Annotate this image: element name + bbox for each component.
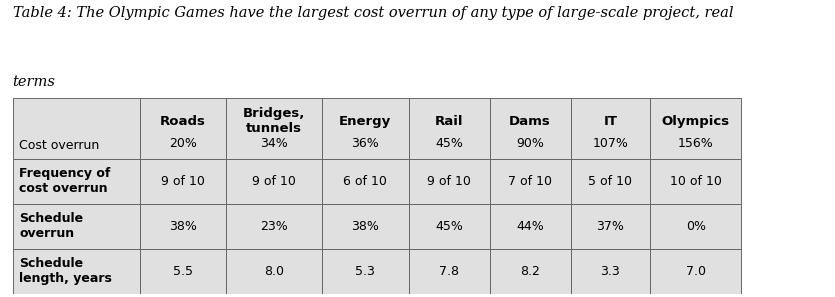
- Text: Schedule
length, years: Schedule length, years: [19, 257, 112, 285]
- Text: Rail: Rail: [435, 115, 463, 128]
- Bar: [570, 204, 650, 249]
- Bar: [13, 204, 139, 249]
- Text: 9 of 10: 9 of 10: [428, 175, 471, 188]
- Text: 45%: 45%: [435, 220, 463, 233]
- Text: 23%: 23%: [261, 220, 288, 233]
- Bar: [570, 249, 650, 294]
- Text: Bridges,
tunnels: Bridges, tunnels: [243, 107, 306, 135]
- Text: 90%: 90%: [516, 137, 544, 150]
- Bar: [489, 204, 570, 249]
- Text: Schedule
overrun: Schedule overrun: [19, 212, 84, 240]
- Bar: [650, 159, 741, 204]
- Bar: [489, 159, 570, 204]
- Bar: [226, 249, 322, 294]
- Text: 9 of 10: 9 of 10: [161, 175, 205, 188]
- Text: 156%: 156%: [678, 137, 714, 150]
- Bar: [322, 159, 408, 204]
- Text: 7.8: 7.8: [439, 265, 459, 278]
- Bar: [650, 204, 741, 249]
- Text: 8.2: 8.2: [520, 265, 540, 278]
- Text: 5 of 10: 5 of 10: [589, 175, 632, 188]
- Text: 7.0: 7.0: [686, 265, 706, 278]
- Text: IT: IT: [603, 115, 617, 128]
- Bar: [139, 159, 226, 204]
- Text: Energy: Energy: [339, 115, 392, 128]
- Bar: [139, 98, 226, 159]
- Text: 6 of 10: 6 of 10: [343, 175, 387, 188]
- Text: 20%: 20%: [169, 137, 197, 150]
- Text: terms: terms: [13, 75, 55, 89]
- Bar: [226, 98, 322, 159]
- Text: 37%: 37%: [596, 220, 625, 233]
- Text: 36%: 36%: [352, 137, 379, 150]
- Bar: [408, 204, 489, 249]
- Text: 44%: 44%: [516, 220, 544, 233]
- Text: Cost overrun: Cost overrun: [19, 139, 99, 152]
- Bar: [408, 159, 489, 204]
- Bar: [650, 98, 741, 159]
- Bar: [322, 249, 408, 294]
- Text: 38%: 38%: [169, 220, 197, 233]
- Text: 9 of 10: 9 of 10: [252, 175, 296, 188]
- Text: 10 of 10: 10 of 10: [670, 175, 721, 188]
- Bar: [408, 249, 489, 294]
- Bar: [650, 249, 741, 294]
- Text: 107%: 107%: [592, 137, 628, 150]
- Bar: [322, 98, 408, 159]
- Text: 7 of 10: 7 of 10: [508, 175, 552, 188]
- Text: 3.3: 3.3: [600, 265, 620, 278]
- Bar: [13, 249, 139, 294]
- Bar: [408, 98, 489, 159]
- Bar: [139, 204, 226, 249]
- Text: Dams: Dams: [509, 115, 551, 128]
- Bar: [570, 159, 650, 204]
- Text: 45%: 45%: [435, 137, 463, 150]
- Bar: [322, 204, 408, 249]
- Text: Olympics: Olympics: [661, 115, 730, 128]
- Text: Frequency of
cost overrun: Frequency of cost overrun: [19, 167, 110, 195]
- Bar: [489, 249, 570, 294]
- Text: 8.0: 8.0: [264, 265, 284, 278]
- Bar: [226, 204, 322, 249]
- Bar: [13, 159, 139, 204]
- Text: 5.3: 5.3: [356, 265, 375, 278]
- Text: 34%: 34%: [261, 137, 288, 150]
- Text: Table 4: The Olympic Games have the largest cost overrun of any type of large-sc: Table 4: The Olympic Games have the larg…: [13, 6, 733, 20]
- Bar: [226, 159, 322, 204]
- Text: 5.5: 5.5: [173, 265, 193, 278]
- Bar: [570, 98, 650, 159]
- Text: 38%: 38%: [352, 220, 379, 233]
- Text: 0%: 0%: [686, 220, 706, 233]
- Bar: [139, 249, 226, 294]
- Bar: [13, 98, 139, 159]
- Bar: [489, 98, 570, 159]
- Text: Roads: Roads: [160, 115, 206, 128]
